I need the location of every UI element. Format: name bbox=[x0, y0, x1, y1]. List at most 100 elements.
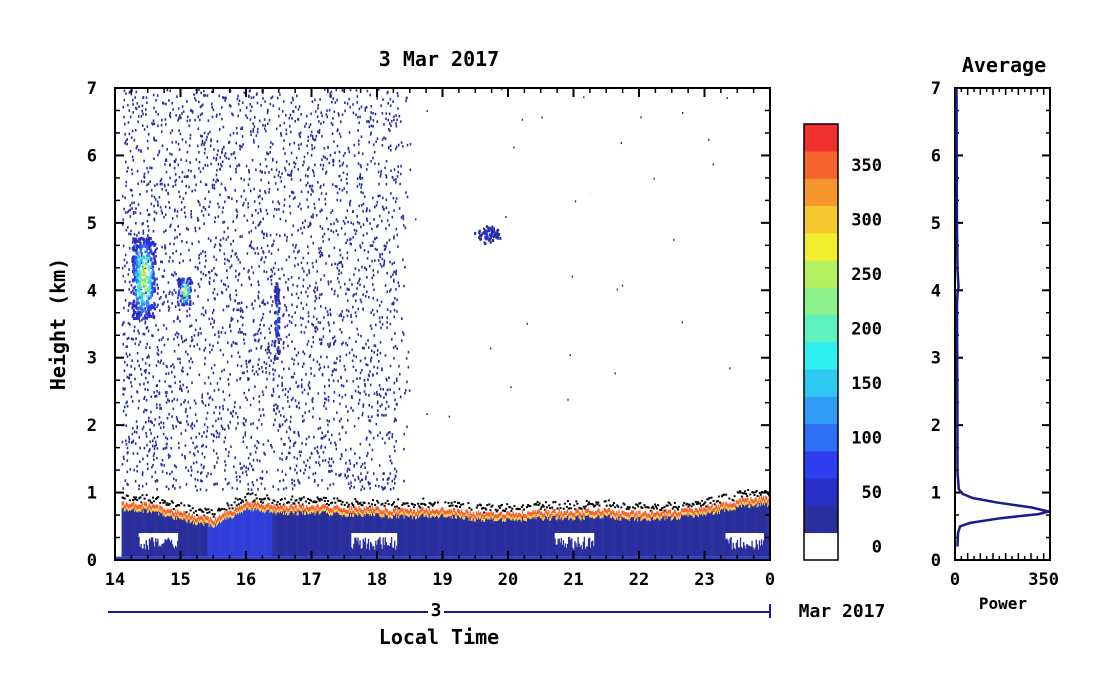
noise-speckle bbox=[147, 388, 149, 392]
boundary-layer-column bbox=[577, 537, 579, 557]
noise-speckle bbox=[354, 232, 357, 236]
noise-speckle bbox=[235, 126, 238, 130]
boundary-layer-column bbox=[160, 513, 162, 533]
boundary-layer-top bbox=[591, 515, 593, 518]
boundary-layer-column bbox=[138, 511, 140, 534]
noise-speckle bbox=[315, 461, 317, 464]
boundary-layer-speck bbox=[175, 505, 177, 508]
noise-speckle bbox=[217, 149, 219, 152]
noise-speckle bbox=[148, 416, 150, 420]
noise-speckle bbox=[189, 325, 191, 328]
noise-speckle bbox=[252, 96, 255, 99]
boundary-layer-speck bbox=[246, 493, 249, 496]
noise-speckle bbox=[239, 309, 242, 313]
noise-speckle bbox=[403, 333, 405, 336]
boundary-layer-speck bbox=[313, 500, 316, 503]
noise-speckle bbox=[393, 270, 395, 274]
boundary-layer-top bbox=[512, 511, 514, 516]
boundary-layer-top bbox=[469, 510, 471, 515]
boundary-layer-top bbox=[396, 511, 398, 516]
boundary-layer-top bbox=[235, 512, 238, 515]
boundary-layer-column bbox=[261, 512, 264, 557]
noise-speckle bbox=[128, 132, 131, 136]
boundary-layer-top bbox=[343, 508, 346, 512]
noise-speckle bbox=[225, 156, 228, 160]
boundary-layer-speck bbox=[468, 506, 471, 509]
noise-speckle bbox=[300, 113, 302, 116]
boundary-layer-speck bbox=[386, 499, 389, 502]
noise-speckle bbox=[143, 410, 145, 414]
boundary-layer-column bbox=[339, 515, 341, 557]
noise-speckle bbox=[390, 192, 392, 195]
noise-speckle bbox=[265, 209, 268, 212]
boundary-layer-speck bbox=[325, 502, 328, 505]
boundary-layer-top bbox=[407, 510, 409, 515]
noise-speckle bbox=[271, 244, 273, 248]
noise-speckle bbox=[373, 313, 375, 316]
boundary-layer-top bbox=[143, 501, 145, 506]
noise-speckle bbox=[181, 170, 184, 174]
noise-speckle bbox=[210, 366, 213, 370]
noise-speckle bbox=[292, 191, 295, 194]
boundary-layer-speck bbox=[145, 494, 148, 497]
noise-speckle bbox=[302, 350, 304, 354]
noise-speckle bbox=[155, 211, 158, 215]
boundary-layer-speck bbox=[563, 502, 566, 505]
noise-speckle bbox=[123, 207, 125, 211]
boundary-layer-top bbox=[362, 515, 364, 517]
noise-speckle bbox=[368, 394, 370, 397]
noise-speckle bbox=[162, 432, 165, 436]
boundary-layer-top bbox=[293, 512, 295, 515]
noise-speckle bbox=[322, 459, 324, 462]
noise-speckle bbox=[137, 182, 139, 186]
noise-speckle bbox=[368, 209, 371, 213]
noise-speckle bbox=[294, 119, 296, 123]
noise-speckle bbox=[282, 479, 285, 482]
noise-speckle bbox=[374, 247, 377, 251]
noise-speckle bbox=[251, 302, 253, 306]
boundary-layer-top bbox=[318, 512, 320, 515]
noise-speckle bbox=[364, 384, 367, 388]
noise-speckle bbox=[283, 367, 285, 371]
boundary-layer-top bbox=[596, 510, 598, 515]
boundary-layer-column bbox=[272, 513, 274, 557]
noise-speckle bbox=[246, 365, 248, 369]
noise-speckle bbox=[213, 321, 215, 324]
noise-speckle bbox=[239, 377, 241, 381]
boundary-layer-column bbox=[563, 546, 566, 557]
noise-speckle bbox=[275, 412, 277, 416]
noise-speckle bbox=[136, 426, 138, 430]
noise-speckle bbox=[135, 146, 138, 150]
noise-speckle bbox=[277, 468, 279, 472]
noise-speckle bbox=[324, 306, 327, 310]
noise-speckle bbox=[336, 144, 339, 148]
boundary-layer-top bbox=[437, 510, 439, 514]
noise-speckle bbox=[341, 343, 343, 346]
noise-speckle bbox=[339, 248, 341, 252]
noise-speckle bbox=[325, 192, 327, 196]
noise-speckle bbox=[314, 286, 316, 290]
noise-speckle bbox=[377, 224, 379, 227]
boundary-layer-top bbox=[535, 517, 537, 520]
noise-speckle bbox=[196, 478, 199, 482]
noise-speckle bbox=[345, 216, 347, 219]
boundary-layer-speck bbox=[166, 502, 169, 505]
noise-speckle bbox=[252, 468, 255, 472]
noise-speckle bbox=[252, 422, 254, 425]
boundary-layer-speck bbox=[584, 505, 587, 508]
boundary-layer-column bbox=[463, 520, 465, 557]
boundary-layer-speck bbox=[420, 503, 423, 505]
noise-speckle bbox=[333, 321, 335, 325]
noise-speckle bbox=[382, 207, 385, 210]
boundary-layer-column bbox=[586, 515, 589, 534]
noise-speckle bbox=[297, 108, 300, 111]
boundary-layer-column bbox=[507, 517, 509, 557]
noise-speckle bbox=[133, 233, 136, 236]
noise-speckle bbox=[225, 305, 228, 308]
boundary-layer-column bbox=[554, 538, 556, 557]
noise-speckle bbox=[138, 301, 140, 305]
noise-speckle bbox=[221, 210, 224, 214]
boundary-layer-column bbox=[397, 514, 399, 557]
boundary-layer-column bbox=[170, 515, 173, 534]
noise-speckle bbox=[369, 486, 371, 490]
